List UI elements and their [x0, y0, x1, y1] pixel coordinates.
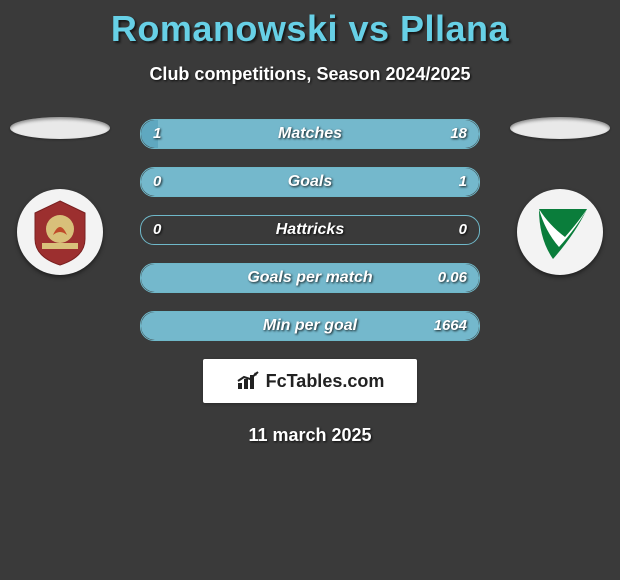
stat-bar-value-left: 0 [153, 168, 161, 196]
stat-bar-label: Hattricks [141, 216, 479, 244]
right-player-avatar [510, 117, 610, 139]
stat-bar-row: Goals0 1 [140, 167, 480, 197]
stat-bar-row: Hattricks0 0 [140, 215, 480, 245]
stat-bar-row: Min per goal1664 [140, 311, 480, 341]
stat-bar-value-right: 1664 [434, 312, 467, 340]
left-club-badge [17, 189, 103, 275]
stat-bar-row: Goals per match0.06 [140, 263, 480, 293]
page-title: Romanowski vs Pllana [0, 0, 620, 50]
left-player-column [10, 117, 110, 275]
stat-bar-label: Goals [141, 168, 479, 196]
right-club-badge [517, 189, 603, 275]
right-club-crest-icon [517, 189, 603, 275]
stat-bar-label: Min per goal [141, 312, 479, 340]
brand-chart-icon [236, 371, 262, 391]
stat-bar-value-left: 0 [153, 216, 161, 244]
stat-bar-label: Goals per match [141, 264, 479, 292]
stat-bar-value-right: 18 [450, 120, 467, 148]
brand-box: FcTables.com [203, 359, 417, 403]
comparison-bars: Matches118Goals01Hattricks00Goals per ma… [140, 117, 480, 341]
left-club-crest-icon [17, 189, 103, 275]
left-player-avatar [10, 117, 110, 139]
stat-bar-row: Matches1 18 [140, 119, 480, 149]
stat-bar-value-left: 1 [153, 120, 161, 148]
page-subtitle: Club competitions, Season 2024/2025 [0, 64, 620, 85]
footer-date: 11 march 2025 [0, 425, 620, 446]
stat-bar-label: Matches [141, 120, 479, 148]
brand-text: FcTables.com [266, 371, 385, 392]
stat-bar-value-right: 0.06 [438, 264, 467, 292]
content-area: Matches118Goals01Hattricks00Goals per ma… [0, 117, 620, 446]
right-player-column [510, 117, 610, 275]
stat-bar-value-right: 0 [459, 216, 467, 244]
stat-bar-value-right: 1 [459, 168, 467, 196]
comparison-infographic: Romanowski vs Pllana Club competitions, … [0, 0, 620, 580]
